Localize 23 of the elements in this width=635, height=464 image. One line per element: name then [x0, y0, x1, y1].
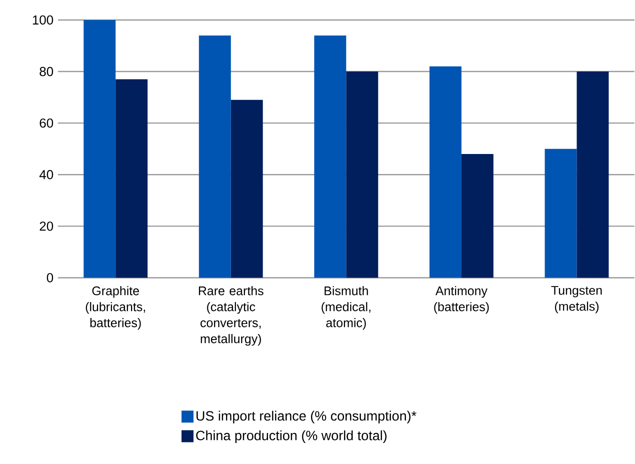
bar [314, 36, 346, 278]
y-tick-label: 0 [46, 273, 54, 283]
y-tick-label: 80 [40, 67, 54, 76]
y-tick-label: 100 [32, 16, 54, 25]
bar [461, 154, 494, 278]
x-tick-label: Antimony (batteries) [434, 286, 489, 314]
y-tick-label: 40 [39, 170, 54, 180]
x-tick-label: Bismuth (medical, atomic) [322, 286, 370, 330]
bar [346, 72, 378, 278]
y-tick-label: 60 [40, 118, 54, 128]
bar [198, 36, 231, 278]
bar [576, 72, 609, 278]
legend-label: China production (% world total) [196, 430, 387, 444]
bar [84, 20, 116, 278]
x-tick-label: Rare earths (catalytic converters, metallurgy) [198, 286, 264, 346]
bar [544, 149, 577, 278]
y-tick-label: 20 [40, 222, 54, 231]
bar [429, 66, 462, 278]
x-tick-label: Graphite (lubricants, batteries) [86, 286, 145, 330]
bar [230, 100, 263, 278]
bar [116, 79, 148, 278]
x-tick-label: Tungsten (metals) [551, 286, 602, 314]
legend-label: US import reliance (% consumption)* [196, 411, 416, 424]
